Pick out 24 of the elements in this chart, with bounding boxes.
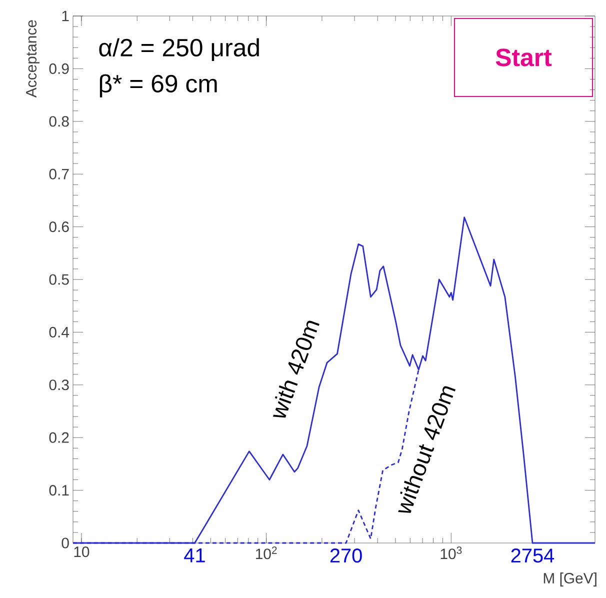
y-tick-label: 0.1 — [49, 485, 69, 496]
y-tick-label: 0.6 — [49, 222, 69, 232]
x-tick-label: 10 — [74, 546, 90, 558]
text: with 420m — [272, 320, 320, 418]
annotation: α/2 = 250 μrad — [99, 38, 259, 62]
y-tick-label: 0 — [62, 538, 69, 548]
text: without 420m — [398, 386, 456, 513]
y-tick-label: 0.7 — [49, 168, 69, 180]
x-tick-label: 10$^{3}$ — [440, 546, 462, 560]
x-tick-label: 10$^{2}$ — [256, 546, 277, 560]
annotation: 2754 — [511, 548, 554, 563]
y-tick-label: 0.5 — [49, 274, 69, 285]
y-tick-label: 1 — [62, 10, 69, 22]
y-tick-label: 0.3 — [49, 380, 69, 390]
y-tick-label: 0.4 — [49, 326, 70, 338]
y-axis-title: Acceptance — [26, 20, 40, 98]
x-axis-title: M [GeV] — [544, 572, 596, 586]
y-tick-label: 0.9 — [49, 63, 69, 74]
y-tick-label: 0.2 — [49, 432, 69, 443]
annotation: 41 — [184, 548, 205, 562]
y-tick-label: 0.8 — [49, 116, 69, 127]
annotation: β* = 69 cm — [100, 74, 217, 98]
annotation: Start — [496, 48, 552, 66]
annotation: 270 — [330, 548, 362, 563]
